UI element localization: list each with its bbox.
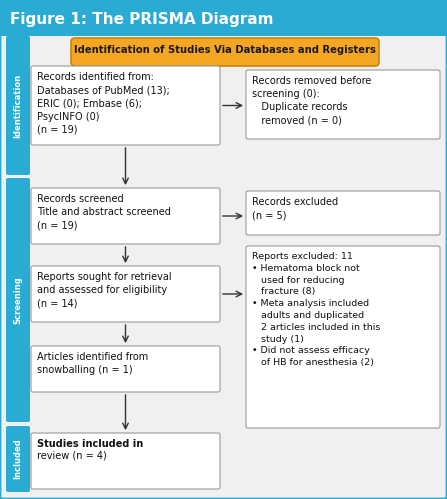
Text: Included: Included	[13, 439, 22, 480]
Text: Screening: Screening	[13, 276, 22, 324]
Text: Reports excluded: 11
• Hematoma block not
   used for reducing
   fracture (8)
•: Reports excluded: 11 • Hematoma block no…	[252, 252, 380, 367]
Text: Articles identified from
snowballing (n = 1): Articles identified from snowballing (n …	[37, 352, 148, 375]
FancyBboxPatch shape	[6, 178, 30, 422]
FancyBboxPatch shape	[31, 346, 220, 392]
Text: Records excluded
(n = 5): Records excluded (n = 5)	[252, 197, 338, 220]
FancyBboxPatch shape	[6, 36, 30, 175]
Text: Records removed before
screening (0):
   Duplicate records
   removed (n = 0): Records removed before screening (0): Du…	[252, 76, 371, 126]
Text: Identification: Identification	[13, 73, 22, 138]
Text: Records identified from:
Databases of PubMed (13);
ERIC (0); Embase (6);
PsycINF: Records identified from: Databases of Pu…	[37, 72, 170, 135]
Text: Reports sought for retrieval
and assessed for eligibility
(n = 14): Reports sought for retrieval and assesse…	[37, 272, 172, 308]
FancyBboxPatch shape	[31, 266, 220, 322]
FancyBboxPatch shape	[71, 38, 379, 66]
FancyBboxPatch shape	[6, 426, 30, 492]
Text: review (n = 4): review (n = 4)	[37, 450, 107, 460]
Text: Studies included in: Studies included in	[37, 439, 143, 449]
Text: Records screened
Title and abstract screened
(n = 19): Records screened Title and abstract scre…	[37, 194, 171, 231]
FancyBboxPatch shape	[31, 433, 220, 489]
FancyBboxPatch shape	[246, 246, 440, 428]
Text: Figure 1: The PRISMA Diagram: Figure 1: The PRISMA Diagram	[10, 12, 274, 27]
FancyBboxPatch shape	[246, 191, 440, 235]
FancyBboxPatch shape	[31, 188, 220, 244]
FancyBboxPatch shape	[0, 0, 447, 36]
FancyBboxPatch shape	[246, 70, 440, 139]
Text: Identification of Studies Via Databases and Registers: Identification of Studies Via Databases …	[74, 45, 376, 55]
FancyBboxPatch shape	[31, 66, 220, 145]
